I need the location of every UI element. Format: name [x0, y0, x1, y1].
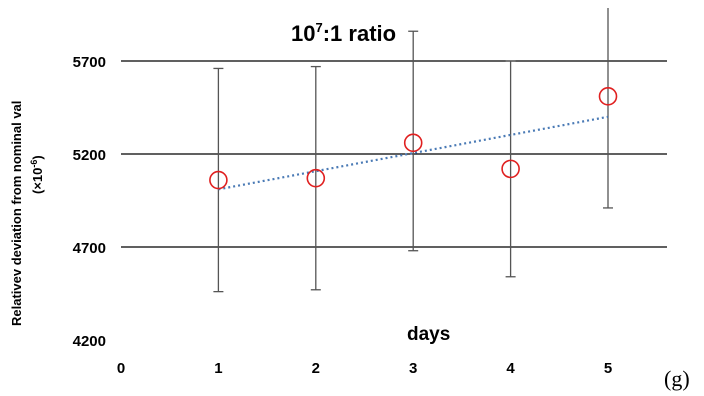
y-axis-label-line1: Relativev deviation from nominal val — [9, 101, 24, 326]
trendline — [218, 115, 609, 191]
gridlines — [121, 60, 667, 248]
data-point-3 — [403, 133, 423, 153]
x-tick-2: 2 — [312, 360, 320, 377]
panel-label: (g) — [664, 366, 690, 391]
x-tick-4: 4 — [506, 360, 515, 377]
trendline-line — [218, 115, 609, 191]
y-axis-label: Relativev deviation from nominal val (×1… — [9, 101, 45, 326]
chart-title: 107:1 ratio — [291, 20, 396, 46]
y-tick-4700: 4700 — [73, 240, 106, 257]
data-point-5 — [598, 87, 618, 106]
data-point-2 — [306, 168, 326, 188]
y-tick-5200: 5200 — [73, 147, 106, 164]
data-point-4 — [501, 159, 520, 179]
x-tick-3: 3 — [409, 360, 417, 377]
x-tick-5: 5 — [604, 360, 612, 377]
y-axis-label-line2: (×10-6) — [29, 155, 45, 194]
x-axis-label: days — [407, 324, 450, 345]
y-tick-labels: 4200 4700 5200 5700 — [73, 54, 106, 350]
y-tick-5700: 5700 — [73, 54, 106, 71]
x-tick-labels: 0 1 2 3 4 5 — [117, 360, 612, 377]
data-points — [209, 87, 618, 190]
data-point-1 — [209, 170, 228, 190]
x-tick-1: 1 — [214, 360, 222, 377]
x-tick-0: 0 — [117, 360, 125, 377]
error-bars — [213, 8, 613, 293]
y-tick-4200: 4200 — [73, 333, 106, 350]
